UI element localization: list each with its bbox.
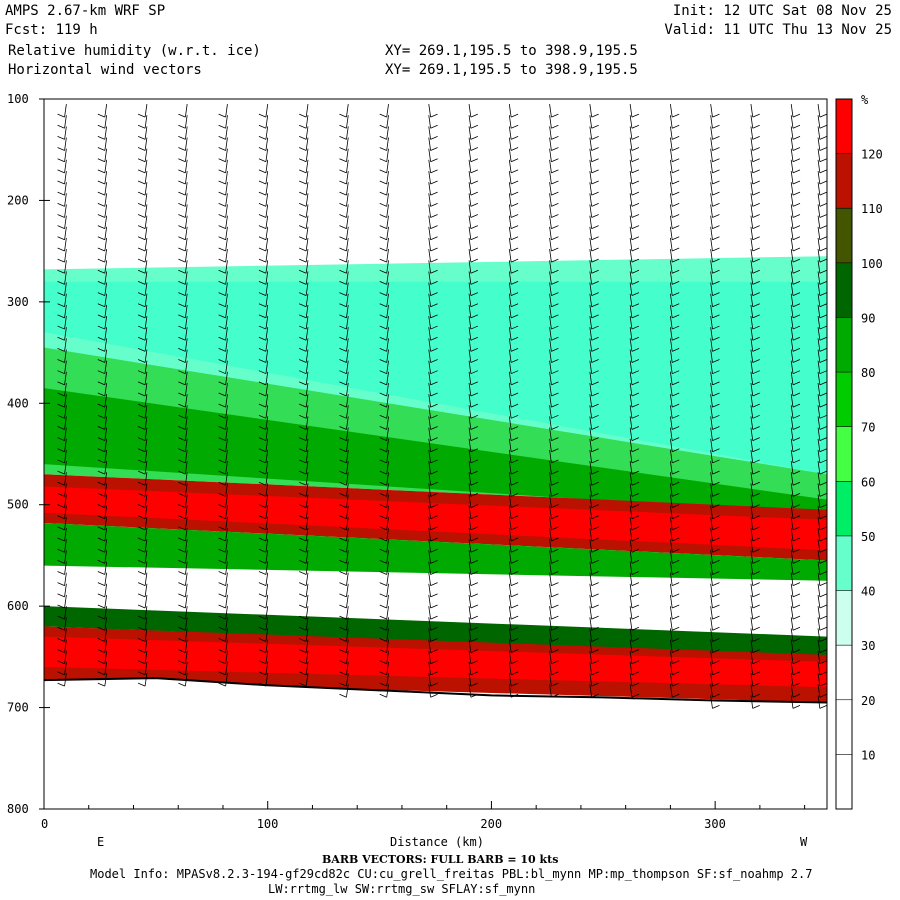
- model-info: Model Info: MPASv8.2.3-194-gf29cd82c CU:…: [90, 867, 813, 881]
- barb-column: [428, 104, 438, 698]
- y-tick-label: 700: [7, 701, 29, 715]
- barb-column: [629, 104, 640, 698]
- colorbar-label: 10: [861, 748, 875, 762]
- x-tick-label: 0: [41, 817, 48, 831]
- valid-time: Valid: 11 UTC Thu 13 Nov 25: [664, 22, 892, 38]
- wind-barbs: [57, 104, 828, 709]
- barb-column: [817, 104, 828, 709]
- barb-column: [299, 104, 309, 687]
- colorbar-label: 80: [861, 366, 875, 380]
- colorbar-label: 50: [861, 530, 875, 544]
- barb-note: BARB VECTORS: FULL BARB = 10 kts: [322, 853, 559, 866]
- colorbar-label: 90: [861, 311, 875, 325]
- y-tick-label: 200: [7, 193, 29, 207]
- colorbar-swatch: [836, 590, 852, 646]
- colorbar-label: 20: [861, 694, 875, 708]
- colorbar-frame: [835, 98, 853, 810]
- colorbar-label: 110: [861, 202, 883, 216]
- barb-column: [57, 104, 67, 687]
- barb-column: [710, 104, 720, 709]
- barb-column: [790, 104, 801, 709]
- barb-column: [549, 104, 559, 698]
- rh-band-rh_90_mid: [44, 522, 827, 581]
- plot-frame: [43, 98, 828, 810]
- y-tick-label: 500: [7, 498, 29, 512]
- colorbar-swatch: [836, 153, 852, 209]
- colorbar-label: 120: [861, 148, 883, 162]
- x-axis: 0 100 200 300: [41, 801, 806, 831]
- colorbar-swatch: [836, 208, 852, 263]
- y-axis: 100 200 300 400 500 600 700 800: [7, 92, 50, 816]
- colorbar-swatch: [836, 754, 852, 809]
- barb-column: [379, 104, 389, 698]
- forecast-hour: Fcst: 119 h: [5, 22, 98, 38]
- barb-column: [508, 104, 519, 698]
- colorbar-swatch: [836, 699, 852, 755]
- model-info-2: LW:rrtmg_lw SW:rrtmg_sw SFLAY:sf_mynn: [268, 882, 536, 896]
- barb-column: [750, 104, 760, 709]
- barb-column: [178, 104, 188, 687]
- model-title: AMPS 2.67-km WRF SP: [5, 3, 166, 19]
- colorbar-swatch: [836, 481, 852, 536]
- x-tick-label: 300: [704, 817, 726, 831]
- init-time: Init: 12 UTC Sat 08 Nov 25: [672, 3, 892, 19]
- colorbar-label: 60: [861, 475, 875, 489]
- barb-column: [670, 104, 680, 698]
- barb-column: [218, 104, 228, 687]
- field-label-rh: Relative humidity (w.r.t. ice): [8, 43, 261, 59]
- colorbar: 10 20 30 40 50 60 70 80 90 100 110 120: [835, 98, 883, 810]
- x-end-right-label: W: [800, 835, 808, 849]
- barb-column: [589, 104, 599, 698]
- y-tick-label: 800: [7, 802, 29, 816]
- x-tick-label: 100: [257, 817, 279, 831]
- colorbar-swatch: [836, 535, 852, 591]
- colorbar-swatch: [836, 99, 852, 154]
- colorbar-label: 40: [861, 585, 875, 599]
- y-tick-label: 100: [7, 92, 29, 106]
- x-tick-label: 200: [480, 817, 502, 831]
- barb-column: [468, 104, 479, 698]
- y-tick-label: 400: [7, 396, 29, 410]
- colorbar-unit: %: [861, 93, 869, 107]
- y-tick-label: 300: [7, 295, 29, 309]
- barb-column: [137, 104, 148, 687]
- barb-column: [97, 104, 108, 687]
- xy-coords-1: XY= 269.1,195.5 to 398.9,195.5: [385, 43, 638, 59]
- xy-coords-2: XY= 269.1,195.5 to 398.9,195.5: [385, 62, 638, 78]
- barb-column: [339, 104, 349, 698]
- rh-contours: [44, 256, 827, 809]
- rh-band-rh_100_lower: [44, 606, 827, 657]
- below-ground: [44, 678, 827, 809]
- colorbar-swatch: [836, 372, 852, 427]
- colorbar-swatch: [836, 426, 852, 482]
- colorbar-label: 30: [861, 639, 875, 653]
- colorbar-label: 70: [861, 421, 875, 435]
- colorbar-swatch: [836, 645, 852, 700]
- terrain-line: [43, 677, 828, 704]
- x-axis-label: Distance (km): [390, 835, 484, 849]
- colorbar-swatch: [836, 262, 852, 318]
- field-label-wind: Horizontal wind vectors: [8, 62, 202, 78]
- colorbar-label: 100: [861, 257, 883, 271]
- x-end-left-label: E: [97, 835, 104, 849]
- colorbar-swatch: [836, 317, 852, 373]
- barb-column: [258, 104, 269, 687]
- y-tick-label: 600: [7, 599, 29, 613]
